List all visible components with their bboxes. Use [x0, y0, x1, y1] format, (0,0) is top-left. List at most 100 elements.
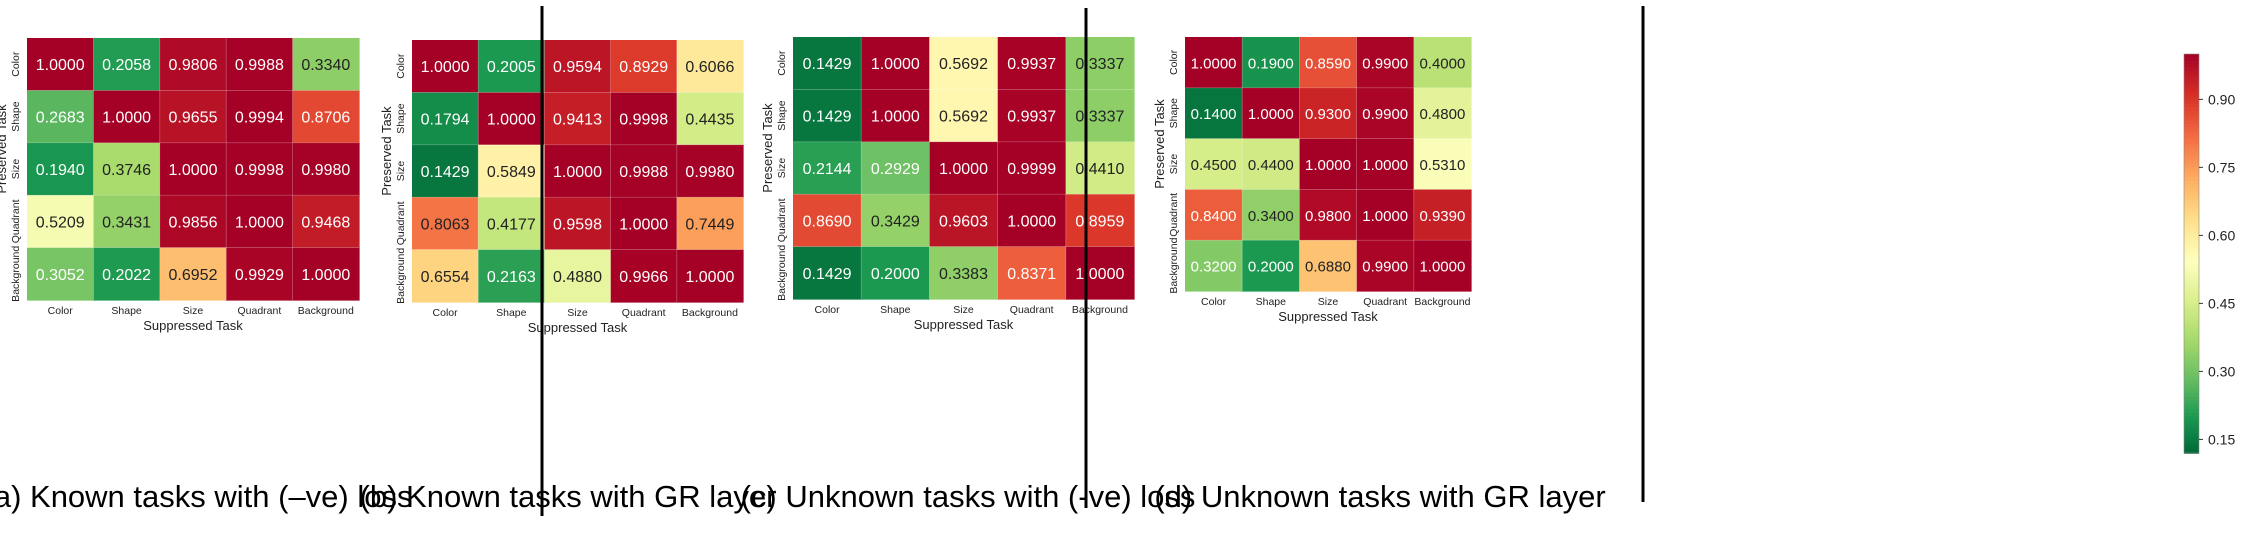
colorbar-segment [2184, 253, 2199, 258]
cell-value: 0.9900 [1362, 106, 1408, 123]
x-tick-label: Shape [496, 307, 527, 319]
cell-value: 0.3200 [1191, 259, 1237, 276]
colorbar-segment [2184, 273, 2199, 278]
colorbar-segment [2184, 293, 2199, 298]
cell-value: 0.9806 [169, 57, 218, 74]
panel-caption: (a) Known tasks with (–ve) loss [0, 479, 412, 514]
cell-value: 1.0000 [1419, 259, 1465, 276]
heatmap-cell [27, 195, 94, 249]
colorbar-segment [2184, 120, 2199, 125]
heatmap-cell [929, 246, 999, 300]
heatmap-cell [676, 40, 744, 93]
colorbar-segment [2184, 356, 2199, 361]
colorbar-segment [2184, 213, 2199, 218]
heatmap-cell [1299, 138, 1358, 190]
cell-value: 0.8706 [301, 110, 350, 127]
colorbar-segment [2184, 236, 2199, 241]
cell-value: 0.9998 [619, 112, 668, 129]
y-tick-label: Quadrant [10, 199, 22, 243]
cell-value: 1.0000 [1191, 55, 1237, 72]
x-tick-label: Background [298, 305, 354, 317]
x-tick-label: Size [1318, 296, 1339, 308]
colorbar-tick-label: 0.45 [2208, 295, 2235, 311]
heatmap-cell [1356, 87, 1415, 140]
heatmap-cell [544, 144, 612, 198]
colorbar-segment [2184, 57, 2199, 62]
cell-value: 1.0000 [871, 56, 920, 73]
y-tick-label: Color [1168, 49, 1180, 75]
cell-value: 0.2022 [102, 267, 151, 284]
x-tick-label: Color [815, 304, 841, 316]
cell-value: 0.1900 [1248, 55, 1294, 72]
colorbar-segment [2184, 167, 2199, 172]
colorbar-segment [2184, 140, 2199, 145]
colorbar-segment [2184, 87, 2199, 92]
cell-value: 0.3746 [102, 162, 151, 179]
colorbar-segment [2184, 97, 2199, 102]
colorbar-segment [2184, 216, 2199, 222]
heatmap-cell [793, 194, 862, 248]
x-tick-label: Background [1414, 296, 1470, 308]
colorbar-segment [2184, 147, 2199, 152]
heatmap-cell [478, 144, 545, 198]
heatmap-cell [610, 40, 678, 93]
cell-value: 0.5849 [487, 164, 536, 181]
cell-value: 0.9900 [1362, 55, 1408, 72]
cell-value: 0.2144 [803, 161, 852, 178]
colorbar-segment [2184, 77, 2199, 82]
cell-value: 0.8590 [1305, 55, 1351, 72]
colorbar-segment [2184, 419, 2199, 424]
colorbar-segment [2184, 110, 2199, 115]
x-tick-label: Color [48, 305, 74, 317]
cell-value: 1.0000 [939, 161, 988, 178]
heatmap-cell [861, 194, 930, 248]
heatmap-cell [226, 247, 294, 301]
heatmap-cell [27, 38, 94, 91]
heatmap-cell [929, 141, 999, 195]
colorbar-segment [2184, 286, 2199, 291]
heatmap-cell [1299, 87, 1358, 140]
cell-value: 0.3429 [871, 213, 920, 230]
colorbar-segment [2184, 54, 2199, 59]
cell-value: 0.9413 [553, 112, 602, 129]
x-tick-label: Color [433, 307, 459, 319]
panel-caption: (b) Known tasks with GR layer [360, 479, 777, 514]
cell-value: 0.8929 [619, 59, 668, 76]
cell-value: 0.3383 [939, 266, 988, 283]
heatmap-cell [27, 247, 94, 301]
cell-value: 1.0000 [102, 110, 151, 127]
colorbar-segment [2184, 100, 2199, 105]
colorbar-segment [2184, 373, 2199, 378]
x-axis-label: Suppressed Task [143, 318, 243, 333]
colorbar-segment [2184, 333, 2199, 338]
cell-value: 0.3337 [1075, 109, 1124, 126]
x-tick-label: Background [682, 307, 738, 319]
colorbar-segment [2184, 283, 2199, 288]
colorbar-segment [2184, 320, 2199, 325]
colorbar-segment [2184, 403, 2199, 408]
colorbar-segment [2184, 210, 2199, 215]
cell-value: 1.0000 [301, 267, 350, 284]
colorbar-segment [2184, 243, 2199, 248]
cell-value: 1.0000 [36, 57, 85, 74]
heatmap-cell [1185, 87, 1243, 140]
heatmap-cell [1242, 189, 1300, 241]
cell-value: 1.0000 [487, 112, 536, 129]
colorbar-segment [2184, 383, 2199, 388]
heatmap-cell [226, 195, 294, 249]
cell-value: 0.9594 [553, 59, 602, 76]
cell-value: 0.9603 [939, 213, 988, 230]
heatmap-cell [1065, 194, 1135, 248]
colorbar-segment [2184, 93, 2199, 99]
colorbar-segment [2184, 416, 2199, 421]
heatmap-cell [412, 249, 479, 303]
cell-value: 1.0000 [1362, 208, 1408, 225]
y-tick-label: Background [776, 245, 788, 301]
heatmap-cell [676, 92, 744, 146]
colorbar-tick-label: 0.75 [2208, 159, 2235, 175]
cell-value: 0.4400 [1248, 157, 1294, 174]
cell-value: 0.1429 [803, 109, 852, 126]
heatmap-cell [929, 194, 999, 248]
heatmap-cell [1242, 138, 1300, 190]
